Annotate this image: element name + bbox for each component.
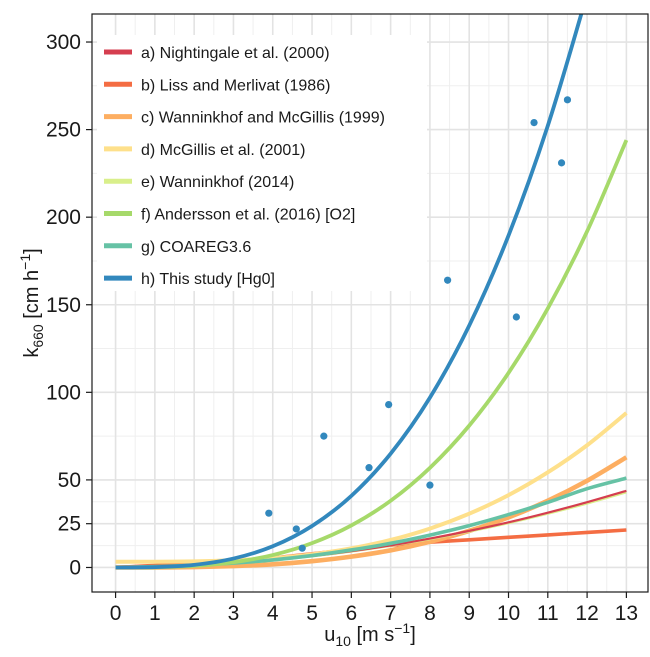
scatter-point — [444, 276, 452, 284]
x-tick-labels: 0 1 2 3 4 5 6 7 8 9 10 11 12 13 — [110, 602, 638, 625]
y-axis-label: k660 [cm h−1] — [17, 248, 46, 357]
y-tick-label: 250 — [46, 119, 81, 142]
scatter-point — [512, 313, 520, 321]
legend-label: d) McGillis et al. (2001) — [141, 142, 306, 159]
series-line-h — [115, 14, 584, 570]
legend-label: a) Nightingale et al. (2000) — [141, 45, 330, 62]
scatter-point — [530, 118, 538, 127]
series-lines — [115, 14, 629, 570]
x-tick-label: 6 — [345, 602, 357, 625]
y-tick-label: 200 — [46, 206, 81, 229]
scatter-point — [557, 159, 566, 167]
legend-label: g) COAREG3.6 — [141, 239, 251, 256]
scatter-points — [265, 96, 572, 552]
y-tick-label: 25 — [58, 513, 81, 536]
y-tick-label: 300 — [46, 31, 81, 54]
x-tick-label: 0 — [110, 602, 122, 625]
x-axis-label: u10 [m s−1] — [324, 620, 416, 649]
x-tick-label: 11 — [537, 602, 559, 625]
x-tick-label: 5 — [306, 602, 318, 625]
x-tick-label: 2 — [188, 602, 200, 625]
x-tick-label: 13 — [615, 602, 638, 625]
scatter-point — [385, 400, 393, 409]
y-tick-labels: 0 25 50 100 150 200 250 300 — [46, 31, 81, 579]
scatter-point — [563, 96, 572, 104]
axis-ticks — [86, 41, 627, 598]
x-tick-label: 7 — [385, 602, 397, 625]
x-tick-label: 9 — [463, 602, 475, 625]
legend: a) Nightingale et al. (2000) b) Liss and … — [97, 35, 427, 291]
scatter-point — [292, 525, 300, 533]
x-tick-label: 3 — [228, 602, 240, 625]
legend-label: b) Liss and Merlivat (1986) — [141, 77, 330, 94]
scatter-point — [426, 481, 434, 489]
scatter-point — [298, 544, 306, 552]
series-line-d — [115, 411, 628, 564]
legend-label: f) Andersson et al. (2016) [O2] — [141, 207, 355, 224]
x-tick-label: 4 — [267, 602, 279, 625]
scatter-point — [265, 509, 273, 517]
y-tick-label: 0 — [69, 556, 81, 579]
y-tick-label: 50 — [58, 469, 81, 492]
legend-label: c) Wanninkhof and McGillis (1999) — [141, 110, 385, 127]
scatter-point — [320, 432, 328, 440]
x-tick-label: 12 — [575, 602, 598, 625]
y-tick-label: 150 — [46, 294, 81, 317]
x-tick-label: 1 — [149, 602, 161, 625]
plot-border — [91, 13, 649, 593]
x-tick-label: 8 — [424, 602, 436, 625]
legend-label: h) This study [Hg0] — [141, 271, 275, 288]
scatter-point — [365, 464, 373, 472]
x-tick-label: 10 — [497, 602, 520, 625]
y-tick-label: 100 — [46, 381, 81, 404]
legend-background — [97, 35, 427, 291]
legend-label: e) Wanninkhof (2014) — [141, 174, 294, 191]
